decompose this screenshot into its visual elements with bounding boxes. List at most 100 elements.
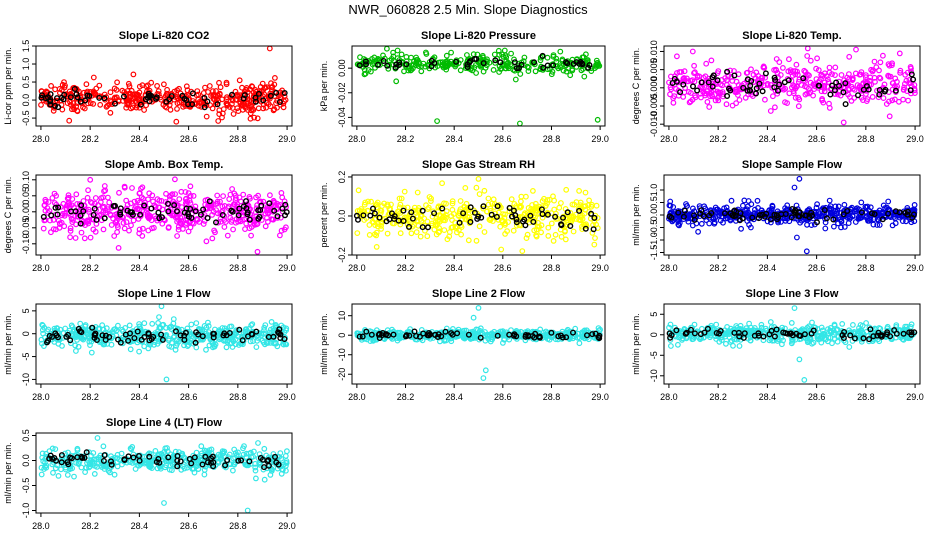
y-tick-label: -10 <box>337 348 347 361</box>
data-point <box>171 176 178 183</box>
overlay-point <box>55 104 62 111</box>
data-point <box>877 59 884 66</box>
data-point <box>221 224 228 230</box>
data-point <box>481 229 488 235</box>
data-point <box>826 64 833 71</box>
data-point <box>136 199 143 206</box>
data-point <box>692 94 699 101</box>
overlay-point <box>512 212 519 219</box>
data-point <box>908 90 914 97</box>
data-point <box>47 217 53 224</box>
data-point <box>911 201 918 208</box>
data-point <box>538 229 544 236</box>
data-point <box>723 340 729 347</box>
data-point <box>54 97 61 104</box>
data-point <box>592 65 598 71</box>
data-point <box>408 66 415 73</box>
data-point <box>491 51 498 58</box>
data-point <box>670 99 677 106</box>
data-point <box>476 223 483 230</box>
data-point <box>136 226 143 233</box>
data-point <box>911 82 918 88</box>
data-point <box>257 83 264 90</box>
data-point <box>887 73 894 80</box>
data-point <box>368 329 375 335</box>
data-point <box>384 230 391 237</box>
data-point <box>581 73 588 80</box>
overlay-point <box>721 210 728 217</box>
data-point <box>676 222 682 229</box>
overlay-point <box>467 204 474 211</box>
data-point <box>841 201 848 208</box>
overlay-point <box>271 207 278 214</box>
data-point <box>576 340 583 347</box>
panel-title: Slope Line 4 (LT) Flow <box>106 417 222 429</box>
data-point <box>114 322 121 329</box>
data-point <box>853 206 859 213</box>
x-tick-label: 28.6 <box>180 134 198 144</box>
overlay-point <box>236 205 243 212</box>
overlay-point <box>584 332 591 339</box>
data-point <box>907 324 914 330</box>
data-point <box>699 325 705 332</box>
overlay-point <box>882 86 889 93</box>
data-point <box>905 335 912 342</box>
data-point <box>281 198 288 205</box>
overlay-point <box>747 82 754 89</box>
data-point <box>114 79 120 86</box>
x-tick-label: 28.6 <box>808 263 826 273</box>
data-point <box>717 89 724 96</box>
data-point <box>107 89 114 96</box>
data-point <box>893 322 900 329</box>
overlay-point <box>809 212 816 219</box>
overlay-point <box>183 205 190 212</box>
data-point <box>908 65 914 72</box>
x-tick-label: 28.0 <box>32 134 50 144</box>
data-point <box>235 108 242 114</box>
overlay-point <box>675 209 682 216</box>
y-tick-label: 5 <box>649 312 659 317</box>
data-point <box>69 324 76 330</box>
data-point <box>883 101 890 107</box>
data-point <box>161 448 168 455</box>
data-point <box>85 206 92 213</box>
x-axis: 28.0 28.2 28.4 28.6 28.8 29.0 <box>32 255 296 273</box>
data-point <box>373 243 380 250</box>
overlay-point <box>756 80 763 87</box>
overlay-point <box>201 104 208 111</box>
data-point <box>81 105 88 112</box>
x-axis: 28.0 28.2 28.4 28.6 28.8 29.0 <box>32 126 296 144</box>
data-point <box>91 471 98 477</box>
data-point <box>40 225 47 232</box>
overlay-point <box>120 93 127 100</box>
overlay-point <box>773 326 780 333</box>
overlay-point <box>371 210 378 217</box>
data-point <box>870 67 876 74</box>
x-tick-label: 28.6 <box>494 392 512 402</box>
y-tick-label: 5 <box>21 308 31 313</box>
data-point <box>805 326 812 333</box>
data-point <box>42 198 49 205</box>
data-point <box>48 229 54 236</box>
data-point <box>201 323 208 329</box>
data-point <box>200 221 207 227</box>
overlay-point <box>431 210 438 217</box>
data-point <box>582 206 589 213</box>
overlay-point <box>493 213 500 220</box>
overlay-point <box>727 210 734 217</box>
data-point <box>390 328 397 335</box>
data-point <box>145 345 152 352</box>
x-axis: 28.0 28.2 28.4 28.6 28.8 29.0 <box>660 126 924 144</box>
data-point <box>394 47 401 54</box>
data-point <box>404 204 411 211</box>
data-point <box>863 320 869 326</box>
x-tick-label: 28.0 <box>32 263 50 273</box>
overlay-point <box>363 61 370 68</box>
data-point <box>141 320 148 327</box>
data-point <box>666 202 673 209</box>
overlay-point <box>744 76 751 83</box>
overlay-point <box>730 213 737 220</box>
data-point <box>524 231 531 238</box>
data-point <box>415 63 422 69</box>
